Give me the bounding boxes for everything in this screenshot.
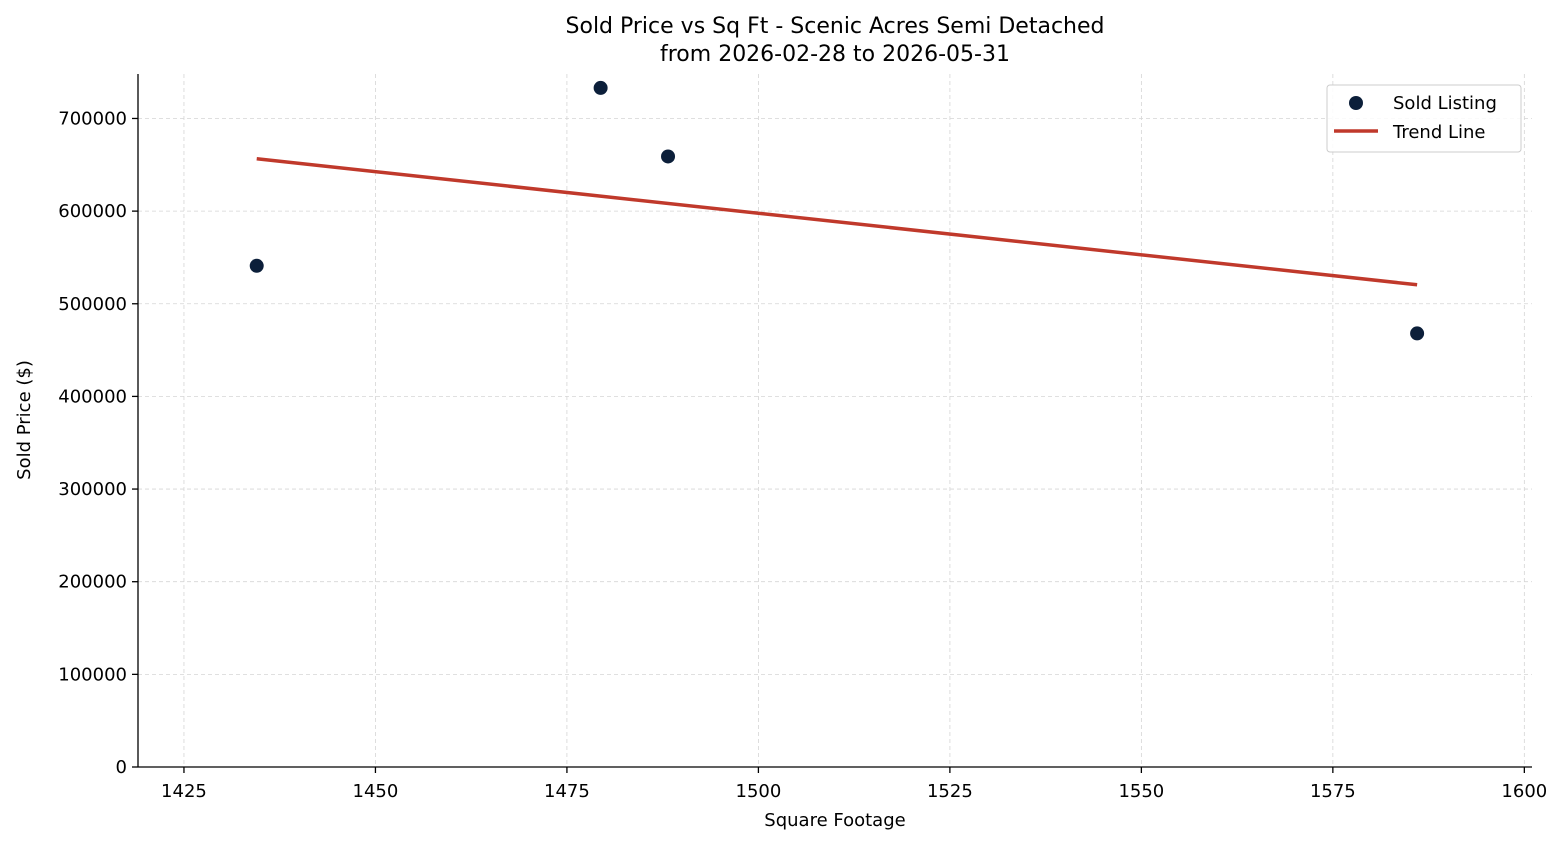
legend-frame: [1326, 84, 1522, 153]
sold-listing-point: [593, 80, 608, 95]
y-tick-label: 300000: [58, 479, 127, 500]
legend-label-sold-listing: Sold Listing: [1393, 93, 1497, 114]
sold-listing-point: [661, 149, 676, 164]
trend-layer: [256, 157, 1418, 287]
sold-listing-point: [249, 258, 264, 273]
points-layer: [249, 80, 1425, 341]
x-tick-label: 1575: [1310, 781, 1356, 802]
y-tick-label: 400000: [58, 386, 127, 407]
y-axis-title: Sold Price ($): [14, 360, 35, 480]
y-tick-label: 600000: [58, 201, 127, 222]
legend-marker-sold-listing: [1349, 96, 1363, 110]
chart-subtitle: from 2026-02-28 to 2026-05-31: [660, 42, 1010, 67]
trend-line: [256, 157, 1418, 287]
x-tick-label: 1600: [1501, 781, 1547, 802]
x-tick-label: 1475: [544, 781, 590, 802]
sold-listing-point: [1410, 326, 1425, 341]
x-tick-label: 1425: [161, 781, 207, 802]
x-tick-label: 1450: [353, 781, 399, 802]
x-tick-label: 1550: [1118, 781, 1164, 802]
legend: Sold Listing Trend Line: [1326, 84, 1522, 153]
y-tick-label: 0: [116, 757, 127, 778]
y-tick-label: 500000: [58, 294, 127, 315]
x-tick-label: 1500: [736, 781, 782, 802]
y-tick-label: 200000: [58, 572, 127, 593]
x-tick-label: 1525: [927, 781, 973, 802]
y-tick-label: 100000: [58, 664, 127, 685]
y-tick-label: 700000: [58, 108, 127, 129]
x-axis-title: Square Footage: [764, 810, 905, 831]
legend-label-trend-line: Trend Line: [1392, 122, 1486, 143]
grid: [138, 74, 1532, 768]
chart-title: Sold Price vs Sq Ft - Scenic Acres Semi …: [566, 14, 1105, 39]
axes: 1425 1450 1475 1500 1525 1550 1575 1600 0 100000 2…: [58, 74, 1547, 802]
